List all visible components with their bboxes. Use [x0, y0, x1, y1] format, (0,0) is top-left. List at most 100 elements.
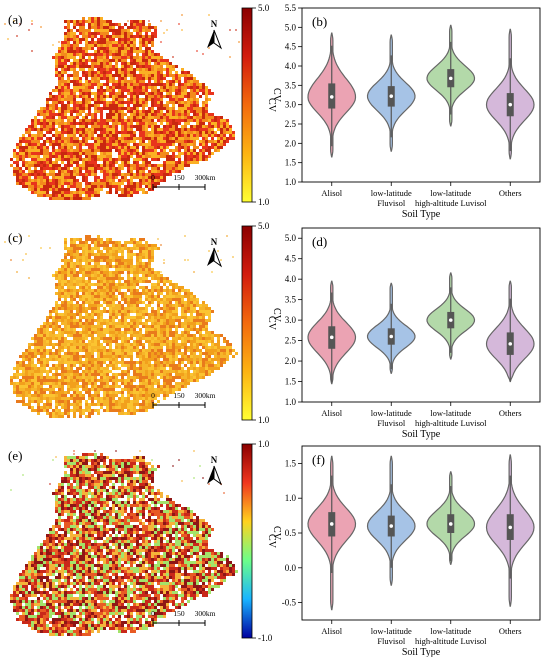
map-pixel — [142, 83, 145, 86]
map-pixel — [49, 385, 52, 388]
map-pixel — [88, 59, 91, 62]
map-pixel — [148, 56, 151, 59]
map-pixel — [67, 370, 70, 373]
map-pixel — [109, 292, 112, 295]
map-pixel — [157, 80, 160, 83]
map-pixel — [154, 328, 157, 331]
map-pixel — [154, 376, 157, 379]
map-pixel — [196, 331, 199, 334]
map-pixel — [148, 47, 151, 50]
map-pixel — [115, 265, 118, 268]
map-pixel — [100, 35, 103, 38]
map-pixel — [64, 289, 67, 292]
map-pixel — [148, 113, 151, 116]
map-pixel — [196, 107, 199, 110]
map-pixel — [49, 331, 52, 334]
map-pixel — [151, 89, 154, 92]
map-pixel — [157, 77, 160, 80]
map-pixel — [52, 134, 55, 137]
map-pixel — [133, 247, 136, 250]
map-pixel — [142, 286, 145, 289]
map-pixel — [115, 134, 118, 137]
map-pixel — [61, 346, 64, 349]
map-pixel — [109, 92, 112, 95]
map-pixel — [178, 316, 181, 319]
map-pixel — [199, 364, 202, 367]
map-pixel — [73, 140, 76, 143]
map-pixel — [58, 137, 61, 140]
map-pixel — [154, 331, 157, 334]
map-pixel — [115, 35, 118, 38]
x-tick-label: Others — [499, 188, 522, 198]
map-pixel — [85, 316, 88, 319]
map-pixel — [103, 35, 106, 38]
map-pixel — [73, 137, 76, 140]
map-pixel — [118, 140, 121, 143]
map-pixel — [70, 149, 73, 152]
map-pixel — [88, 259, 91, 262]
map-pixel — [199, 89, 202, 92]
map-pixel — [94, 238, 97, 241]
map-pixel — [190, 367, 193, 370]
map-pixel — [115, 340, 118, 343]
map-pixel — [184, 235, 186, 237]
map-pixel — [52, 146, 55, 149]
map-pixel — [100, 316, 103, 319]
map-pixel — [88, 119, 91, 122]
map-pixel — [118, 322, 121, 325]
map-pixel — [22, 376, 25, 379]
map-pixel — [16, 161, 19, 164]
map-pixel — [25, 164, 28, 167]
map-pixel — [211, 92, 214, 95]
map-pixel — [178, 89, 181, 92]
map-pixel — [106, 241, 109, 244]
map-pixel — [190, 298, 193, 301]
map-pixel — [196, 304, 199, 307]
map-pixel — [79, 77, 82, 80]
map-pixel — [70, 101, 73, 104]
map-pixel — [61, 379, 64, 382]
map-pixel — [103, 176, 106, 179]
map-pixel — [73, 161, 76, 164]
map-pixel — [178, 101, 181, 104]
map-pixel — [106, 382, 109, 385]
map-pixel — [202, 131, 205, 134]
map-pixel — [55, 152, 58, 155]
map-pixel — [136, 98, 139, 101]
map-pixel — [178, 292, 181, 295]
map-pixel — [121, 379, 124, 382]
map-pixel — [55, 334, 58, 337]
map-pixel — [19, 143, 22, 146]
map-pixel — [184, 325, 187, 328]
map-pixel — [121, 161, 124, 164]
map-pixel — [199, 343, 202, 346]
map-pixel — [151, 334, 154, 337]
map-pixel — [181, 101, 184, 104]
map-pixel — [88, 188, 91, 191]
map-pixel — [103, 274, 106, 277]
map-pixel — [106, 107, 109, 110]
map-pixel — [160, 316, 163, 319]
map-pixel — [109, 95, 112, 98]
map-pixel — [127, 367, 130, 370]
map-pixel — [91, 116, 94, 119]
map-pixel — [121, 167, 124, 170]
map-pixel — [25, 146, 28, 149]
map-pixel — [103, 361, 106, 364]
map-pixel — [181, 289, 184, 292]
map-pixel — [109, 77, 112, 80]
map-pixel — [139, 286, 142, 289]
map-pixel — [169, 143, 172, 146]
map-pixel — [94, 244, 97, 247]
map-pixel — [40, 113, 43, 116]
map-pixel — [172, 89, 175, 92]
map-pixel — [220, 352, 223, 355]
map-pixel — [79, 86, 82, 89]
map-pixel — [103, 247, 106, 250]
map-pixel — [217, 143, 220, 146]
map-pixel — [67, 32, 70, 35]
map-pixel — [118, 274, 121, 277]
map-pixel — [130, 349, 133, 352]
map-pixel — [202, 376, 205, 379]
